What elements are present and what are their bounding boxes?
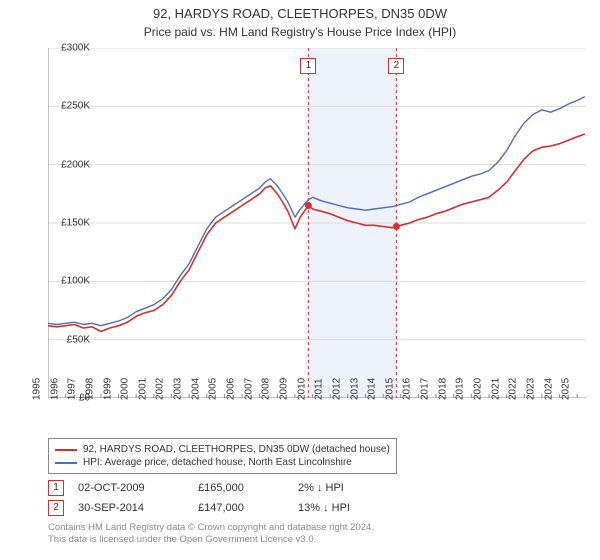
x-axis-label: 2011	[314, 378, 325, 400]
x-axis-label: 1997	[67, 378, 78, 400]
x-axis-label: 1999	[102, 378, 113, 400]
x-axis-label: 2010	[296, 378, 307, 400]
footer-line-2: This data is licensed under the Open Gov…	[48, 534, 374, 546]
chart-container: 92, HARDYS ROAD, CLEETHORPES, DN35 0DW P…	[0, 0, 600, 560]
x-axis-label: 2012	[331, 378, 342, 400]
x-axis-label: 1996	[49, 378, 60, 400]
y-axis-label: £100K	[44, 276, 90, 287]
chart-title: 92, HARDYS ROAD, CLEETHORPES, DN35 0DW	[0, 0, 600, 23]
sale-price: £147,000	[198, 502, 298, 514]
sale-price: £165,000	[198, 482, 298, 494]
sales-row: 1 02-OCT-2009£165,0002% ↓ HPI	[48, 478, 418, 498]
x-axis-label: 2004	[190, 378, 201, 400]
x-axis-label: 2007	[243, 378, 254, 400]
x-axis-label: 2015	[384, 378, 395, 400]
x-axis-label: 2023	[525, 378, 536, 400]
y-axis-label: £300K	[44, 43, 90, 54]
x-axis-label: 2003	[173, 378, 184, 400]
x-axis-label: 2017	[420, 378, 431, 400]
sale-marker-box: 1	[48, 480, 64, 496]
legend-swatch	[55, 462, 77, 464]
x-axis-label: 2001	[137, 378, 148, 400]
x-axis-label: 2008	[261, 378, 272, 400]
x-axis-label: 1998	[84, 378, 95, 400]
x-axis-label: 1995	[32, 378, 43, 400]
x-axis-label: 2006	[226, 378, 237, 400]
x-axis-label: 2022	[508, 378, 519, 400]
y-axis-label: £250K	[44, 101, 90, 112]
legend-label: 92, HARDYS ROAD, CLEETHORPES, DN35 0DW (…	[83, 443, 390, 456]
x-axis-label: 2016	[402, 378, 413, 400]
legend-swatch	[55, 449, 77, 451]
x-axis-label: 2002	[155, 378, 166, 400]
sale-marker-box: 2	[48, 500, 64, 516]
chart-subtitle: Price paid vs. HM Land Registry's House …	[0, 23, 600, 43]
x-axis-label: 2005	[208, 378, 219, 400]
x-axis-label: 2021	[490, 378, 501, 400]
legend-row: HPI: Average price, detached house, Nort…	[55, 456, 390, 469]
x-axis-label: 2014	[367, 378, 378, 400]
x-axis-label: 2025	[561, 378, 572, 400]
sale-delta: 2% ↓ HPI	[298, 482, 418, 494]
chart-svg	[48, 48, 586, 398]
sale-date: 30-SEP-2014	[78, 502, 198, 514]
legend-label: HPI: Average price, detached house, Nort…	[83, 456, 352, 469]
x-axis-label: 2009	[278, 378, 289, 400]
chart-area: £0£50K£100K£150K£200K£250K£300K199519961…	[48, 48, 586, 398]
sale-delta: 13% ↓ HPI	[298, 502, 418, 514]
sale-marker-box: 2	[388, 58, 404, 74]
x-axis-label: 2020	[472, 378, 483, 400]
x-axis-label: 2024	[543, 378, 554, 400]
x-axis-label: 2013	[349, 378, 360, 400]
x-axis-label: 2019	[455, 378, 466, 400]
sale-date: 02-OCT-2009	[78, 482, 198, 494]
y-axis-label: £150K	[44, 218, 90, 229]
x-axis-label: 2018	[437, 378, 448, 400]
sales-row: 2 30-SEP-2014£147,00013% ↓ HPI	[48, 498, 418, 518]
footer: Contains HM Land Registry data © Crown c…	[48, 522, 374, 546]
y-axis-label: £50K	[44, 334, 90, 345]
x-axis-label: 2000	[120, 378, 131, 400]
sales-table: 1 02-OCT-2009£165,0002% ↓ HPI 2 30-SEP-2014…	[48, 478, 418, 518]
legend: 92, HARDYS ROAD, CLEETHORPES, DN35 0DW (…	[48, 438, 397, 474]
footer-line-1: Contains HM Land Registry data © Crown c…	[48, 522, 374, 534]
sale-marker-box: 1	[300, 58, 316, 74]
legend-row: 92, HARDYS ROAD, CLEETHORPES, DN35 0DW (…	[55, 443, 390, 456]
y-axis-label: £200K	[44, 159, 90, 170]
